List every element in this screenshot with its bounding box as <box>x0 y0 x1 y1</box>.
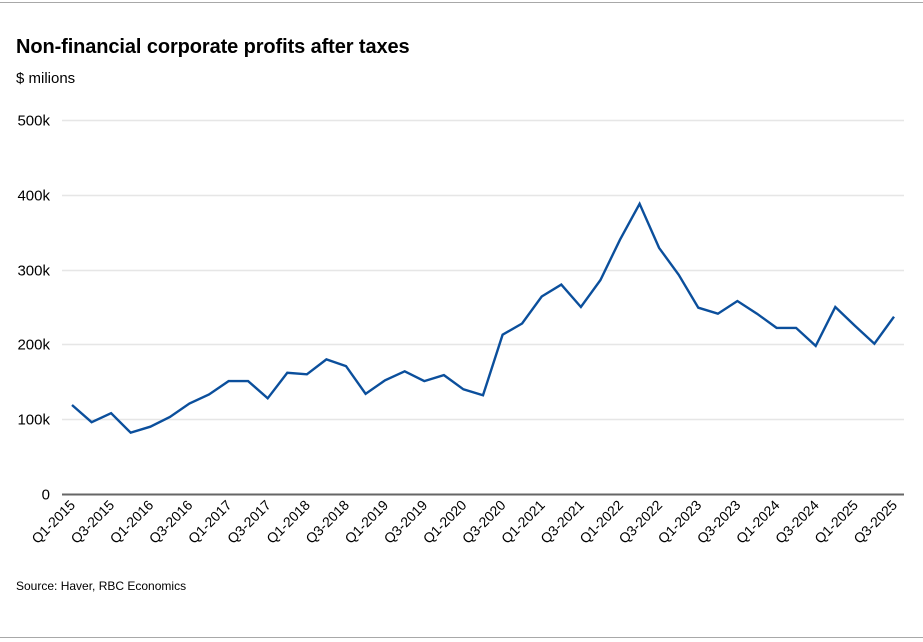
y-tick-label: 400k <box>17 188 50 205</box>
x-axis-ticks: Q1-2015Q3-2015Q1-2016Q3-2016Q1-2017Q3-20… <box>28 497 900 547</box>
series-layer <box>71 201 895 435</box>
bottom-rule <box>0 637 923 638</box>
y-tick-label: 0 <box>42 487 50 504</box>
chart-subtitle: $ milions <box>16 70 76 87</box>
series-line <box>71 201 895 435</box>
chart-title: Non-financial corporate profits after ta… <box>16 36 410 58</box>
y-tick-label: 500k <box>17 113 50 130</box>
y-tick-label: 100k <box>17 412 50 429</box>
y-tick-label: 300k <box>17 263 50 280</box>
x-tick-label: Q3-2025 <box>850 497 900 547</box>
top-rule <box>0 2 923 3</box>
gridlines <box>62 119 904 496</box>
y-axis-ticks: 0 100k 200k 300k 400k 500k <box>17 113 50 504</box>
y-tick-label: 200k <box>17 337 50 354</box>
source-note: Source: Haver, RBC Economics <box>16 579 187 593</box>
